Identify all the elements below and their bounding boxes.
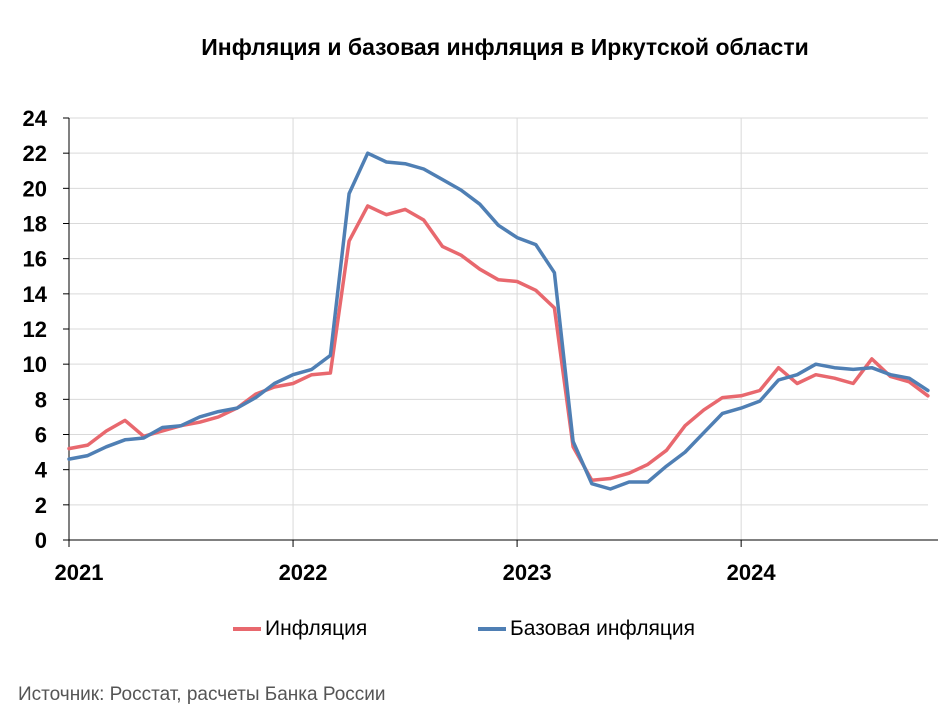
chart-title: Инфляция и базовая инфляция в Иркутской … — [201, 34, 809, 60]
x-axis: 2021 2022 2023 2024 — [55, 539, 938, 585]
source-note: Источник: Росстат, расчеты Банка России — [18, 684, 386, 705]
y-tick-label: 24 — [23, 106, 48, 131]
y-tick-label: 10 — [23, 352, 47, 377]
x-tick-label: 2021 — [55, 560, 104, 585]
x-tick-label: 2024 — [727, 560, 777, 585]
y-tick-label: 16 — [23, 247, 47, 272]
series-layer — [67, 151, 930, 491]
legend-item-core-inflation: Базовая инфляция — [478, 617, 695, 641]
y-tick-label: 20 — [23, 176, 47, 201]
y-tick-label: 2 — [35, 493, 47, 518]
y-tick-label: 14 — [23, 282, 48, 307]
series-line-core-inflation — [67, 151, 930, 491]
legend-label-core-inflation: Базовая инфляция — [510, 617, 696, 640]
legend-label-inflation: Инфляция — [265, 617, 368, 640]
y-tick-label: 4 — [35, 458, 48, 483]
y-tick-label: 22 — [23, 141, 47, 166]
legend-swatch-core-inflation — [478, 627, 506, 631]
gridlines — [69, 117, 928, 540]
x-tick-label: 2023 — [503, 560, 552, 585]
y-tick-label: 8 — [35, 387, 47, 412]
y-tick-label: 12 — [23, 317, 47, 342]
y-tick-label: 6 — [35, 423, 47, 448]
x-tick-label: 2022 — [279, 560, 328, 585]
legend: Инфляция Базовая инфляция — [0, 617, 950, 647]
y-tick-label: 0 — [35, 528, 47, 553]
y-tick-label: 18 — [23, 212, 47, 237]
series-line-inflation — [67, 204, 930, 482]
legend-swatch-inflation — [233, 627, 261, 631]
legend-item-inflation: Инфляция — [233, 617, 367, 641]
